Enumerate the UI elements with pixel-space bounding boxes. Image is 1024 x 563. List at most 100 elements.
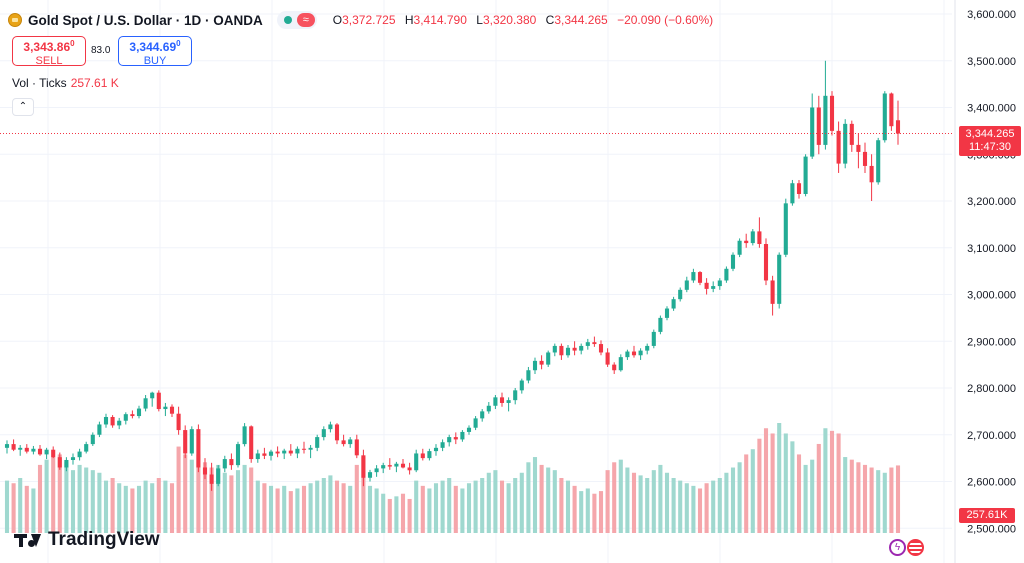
candle-body xyxy=(4,444,10,448)
candle-body xyxy=(684,280,689,290)
volume-bar xyxy=(130,488,135,533)
volume-bar xyxy=(486,472,491,533)
tradingview-logo-icon xyxy=(14,532,42,548)
candle-body xyxy=(37,448,43,455)
candle-body xyxy=(658,317,663,332)
candle-body xyxy=(387,465,392,467)
volume-bar xyxy=(70,470,76,533)
volume-bar xyxy=(697,488,703,533)
lightning-icon[interactable]: ϟ xyxy=(889,539,906,556)
candle-body xyxy=(526,370,531,381)
candle-body xyxy=(612,364,617,371)
volume-bar xyxy=(235,470,241,533)
sell-button[interactable]: 3,343.860 SELL xyxy=(12,36,86,67)
volume-bar xyxy=(262,483,267,533)
volume-bar xyxy=(288,491,293,533)
candle-body xyxy=(460,431,465,440)
last-price-label: 3,344.265 xyxy=(965,128,1015,140)
candle-body xyxy=(414,453,419,471)
volume-bar xyxy=(77,464,82,533)
volume-bar xyxy=(361,457,366,533)
volume-label: Vol · Ticks xyxy=(12,76,67,90)
candle-body xyxy=(440,442,445,448)
candle-body xyxy=(473,418,478,428)
volume-bar xyxy=(684,483,689,533)
volume-bar xyxy=(856,462,861,533)
candle-body xyxy=(796,183,802,194)
volume-bar xyxy=(724,472,729,533)
candle-body xyxy=(308,447,313,450)
volume-bar xyxy=(473,480,478,533)
chart-header: Gold Spot / U.S. Dollar · 1D · OANDA ≈ O… xyxy=(8,10,719,30)
candlesticks xyxy=(4,60,901,491)
candle-body xyxy=(895,120,901,134)
volume-bar xyxy=(744,454,749,533)
volume-bar xyxy=(572,485,577,533)
sell-label: SELL xyxy=(35,55,63,67)
volume-bar xyxy=(757,438,762,533)
volume-bar xyxy=(539,464,544,533)
volume-bar xyxy=(506,483,511,533)
candle-body xyxy=(196,429,201,468)
price-scale-axis: 2,500.000 2,600.000 2,700.000 2,800.000 2,90… xyxy=(954,0,1016,563)
volume-bar xyxy=(308,483,313,533)
volume-bar xyxy=(255,480,260,533)
gold-coin-icon xyxy=(8,13,22,27)
buy-button[interactable]: 3,344.690 BUY xyxy=(118,36,192,67)
candle-body xyxy=(235,444,241,466)
candle-body xyxy=(176,413,181,431)
candle-body xyxy=(268,451,274,456)
volume-bar xyxy=(196,454,201,533)
candle-body xyxy=(31,448,36,452)
volume-bar xyxy=(519,472,524,533)
volume-bar xyxy=(618,459,623,533)
volume-bar xyxy=(836,433,841,533)
us-flag-icon[interactable] xyxy=(907,539,924,556)
collapse-legend-button[interactable]: ⌃ xyxy=(12,98,34,116)
volume-bar xyxy=(440,480,445,533)
candle-body xyxy=(90,434,95,445)
volume-bar xyxy=(513,478,518,533)
y-tick-label: 2,700.000 xyxy=(967,430,1016,442)
volume-bar xyxy=(466,483,472,533)
candle-body xyxy=(843,123,848,164)
candle-body xyxy=(876,140,881,183)
volume-bar xyxy=(869,467,874,533)
chart-grid xyxy=(0,0,952,563)
candle-body xyxy=(539,360,544,365)
candle-body xyxy=(869,165,874,183)
volume-bar xyxy=(460,488,465,533)
volume-bar xyxy=(849,459,854,533)
open-value: 3,372.725 xyxy=(342,13,396,27)
last-price-tag: 3,344.265 11:47:30 xyxy=(959,126,1021,156)
candle-body xyxy=(51,449,56,458)
status-pill[interactable]: ≈ xyxy=(276,11,317,29)
candle-body xyxy=(453,437,458,440)
candle-body xyxy=(836,130,841,164)
volume-bar xyxy=(546,467,551,533)
countdown-label: 11:47:30 xyxy=(968,141,1011,153)
volume-bar xyxy=(202,462,208,533)
volume-bar xyxy=(367,485,373,533)
volume-bar xyxy=(301,485,307,533)
candle-body xyxy=(136,408,142,417)
volume-legend[interactable]: Vol · Ticks 257.61 K xyxy=(12,76,119,90)
candle-body xyxy=(506,400,511,403)
candle-body xyxy=(559,345,564,356)
volume-bar xyxy=(638,475,643,533)
candle-body xyxy=(499,397,505,403)
wave-icon[interactable]: ≈ xyxy=(296,13,315,27)
tradingview-logo[interactable]: TradingView xyxy=(14,529,160,551)
symbol-title[interactable]: Gold Spot / U.S. Dollar · 1D · OANDA xyxy=(28,12,263,28)
candle-body xyxy=(216,468,221,484)
volume-bar xyxy=(143,480,148,533)
candle-body xyxy=(757,231,762,245)
volume-bar xyxy=(51,457,56,533)
candle-body xyxy=(664,308,670,318)
candle-body xyxy=(381,465,386,469)
volume-tag: 257.61K xyxy=(959,508,1015,523)
candle-body xyxy=(183,430,188,454)
volume-bar xyxy=(631,472,637,533)
candle-body xyxy=(823,95,828,145)
